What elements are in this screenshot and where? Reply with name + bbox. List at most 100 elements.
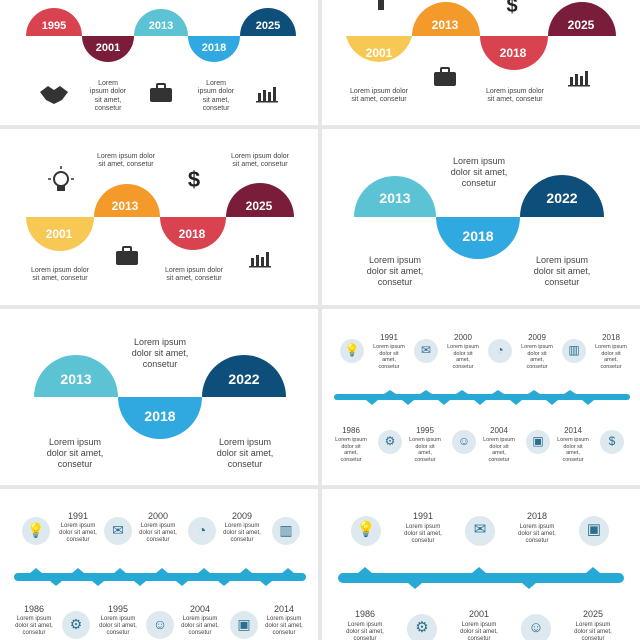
year-label: 2013 [148,20,174,32]
lorem-text: Lorem ipsum dolor sit amet, consetur [518,524,556,545]
year-label: 1995 [416,426,434,435]
timeline-bar [14,517,306,639]
dollar-icon: $ [506,0,518,17]
briefcase-icon [116,246,138,265]
lorem-text: Lorem ipsum dolor sit amet, consetur [46,437,104,469]
lorem-text: Lorem ipsum dolor sit amet, consetur [335,437,367,463]
lightbulb-icon [378,0,384,10]
lorem-text: Lorem ipsum dolor sit amet, consetur [486,88,544,104]
lightbulb-icon: 💡 [356,521,376,538]
gear-icon: ⚙ [415,619,429,636]
year-label: 2001 [468,609,490,619]
year-label: 1986 [23,604,45,614]
year-label: 2018 [526,511,548,521]
timeline-bar [334,339,630,454]
wave-shapes [354,175,604,259]
slide-8[interactable]: 💡 ✉ ▣ ⚙ ☺ 1991 2018 Lorem ipsum dolor si… [322,489,640,640]
briefcase-icon: ▣ [586,521,602,538]
lorem-text: Lorem ipsum dolor sit amet, consetur [350,88,408,104]
lorem-text: Lorem ipsum dolor sit amet, consetur [131,337,189,369]
slide-2[interactable]: 2001 2013 2018 2025 $ Lorem ipsum dolor … [322,0,640,125]
year-label: 2018 [462,228,494,244]
year-label: 2004 [490,426,508,435]
lorem-text: Lorem ipsum dolor sit amet, consetur [574,622,612,640]
envelope-icon: ✉ [473,521,487,538]
wave-shapes [26,183,294,251]
lorem-text: Lorem ipsum dolor sit amet, consetur [97,153,155,169]
year-label: 2001 [365,46,393,60]
pie-chart-icon: ◔ [496,343,504,357]
lorem-text: Lorem ipsum dolor sit amet, consetur [181,616,219,637]
wave-shapes [26,8,296,62]
lorem-text: Lorem ipsum dolor sit amet, consetur [265,616,303,637]
year-label: 1986 [342,426,360,435]
bar-chart-icon: ▥ [279,522,293,538]
year-label: 2018 [602,333,620,342]
lorem-text: Lorem ipsum dolor sit amet, consetur [447,344,479,370]
lorem-text: Lorem ipsum dolor sit amet, consetur [89,80,127,113]
lorem-text: Lorem ipsum dolor sit amet, consetur [216,437,274,469]
slide-7[interactable]: 💡 ✉ ◔ ▥ ⚙ ☺ ▣ 1991 2000 2009 Lorem ipsum… [0,489,318,640]
lorem-text: Lorem ipsum dolor sit amet, consetur [595,344,627,370]
slide-1[interactable]: 1995 2001 2013 2018 2025 Lorem ipsum dol… [0,0,318,125]
lorem-text: Lorem ipsum dolor sit amet, consetur [521,344,553,370]
team-icon: ☺ [528,619,544,636]
slide-5[interactable]: 2013 2018 2022 Lorem ipsum dolor sit ame… [0,309,318,485]
year-label: 2025 [245,199,273,213]
year-label: 1995 [41,20,67,32]
year-label: 2013 [431,18,459,32]
year-label: 1986 [354,609,376,619]
year-label: 2000 [454,333,472,342]
year-label: 2009 [528,333,546,342]
year-label: 2013 [60,371,92,387]
briefcase-icon: ▣ [237,616,251,632]
lorem-text: Lorem ipsum dolor sit amet, consetur [483,437,515,463]
lorem-text: Lorem ipsum dolor sit amet, consetur [533,255,591,287]
dollar-icon: $ [187,167,201,192]
lorem-text: Lorem ipsum dolor sit amet, consetur [460,622,498,640]
pie-chart-icon: ◔ [197,522,207,538]
year-label: 2025 [582,609,604,619]
year-label: 1991 [380,333,398,342]
lightbulb-icon [48,166,74,191]
briefcase-icon [150,83,172,102]
envelope-icon: ✉ [420,343,432,357]
year-label: 2025 [567,18,595,32]
year-label: 1991 [67,511,89,521]
year-label: 2018 [178,227,206,241]
year-label: 2022 [228,371,260,387]
lorem-text: Lorem ipsum dolor sit amet, consetur [223,523,261,544]
year-label: 2004 [189,604,211,614]
lorem-text: Lorem ipsum dolor sit amet, consetur [404,524,442,545]
slide-6[interactable]: 💡 ✉ ◔ ▥ ⚙ ☺ ▣ $ 1991 2000 2009 2018 Lore… [322,309,640,485]
envelope-icon: ✉ [112,522,124,538]
wave-shapes [34,355,286,439]
team-icon: ☺ [457,434,471,448]
year-label: 2013 [379,190,411,206]
year-label: 2001 [95,42,121,54]
slide-3[interactable]: 2001 2013 2018 2025 Lorem ipsum dolor si… [0,129,318,305]
handshake-icon [40,86,68,104]
lorem-text: Lorem ipsum dolor sit amet, consetur [99,616,137,637]
lorem-text: Lorem ipsum dolor sit amet, consetur [366,255,424,287]
year-label: 2018 [201,42,227,54]
lorem-text: Lorem ipsum dolor sit amet, consetur [450,156,508,188]
lightbulb-icon: 💡 [27,522,45,538]
lorem-text: Lorem ipsum dolor sit amet, consetur [165,267,223,283]
team-icon: ☺ [152,616,168,632]
slide-4[interactable]: 2013 2018 2022 Lorem ipsum dolor sit ame… [322,129,640,305]
year-label: 2014 [273,604,295,614]
dollar-icon: $ [608,434,616,448]
lorem-text: Lorem ipsum dolor sit amet, consetur [139,523,177,544]
year-label: 1991 [412,511,434,521]
bar-chart-icon [256,87,278,103]
year-label: 2013 [111,199,139,213]
lorem-text: Lorem ipsum dolor sit amet, consetur [373,344,405,370]
lorem-text: Lorem ipsum dolor sit amet, consetur [346,622,384,640]
bar-chart-icon [568,71,590,87]
gear-icon: ⚙ [69,616,83,632]
gear-icon: ⚙ [384,434,396,448]
lorem-text: Lorem ipsum dolor sit amet, consetur [59,523,97,544]
bar-chart-icon: ▥ [568,343,580,357]
year-label: 2009 [231,511,253,521]
